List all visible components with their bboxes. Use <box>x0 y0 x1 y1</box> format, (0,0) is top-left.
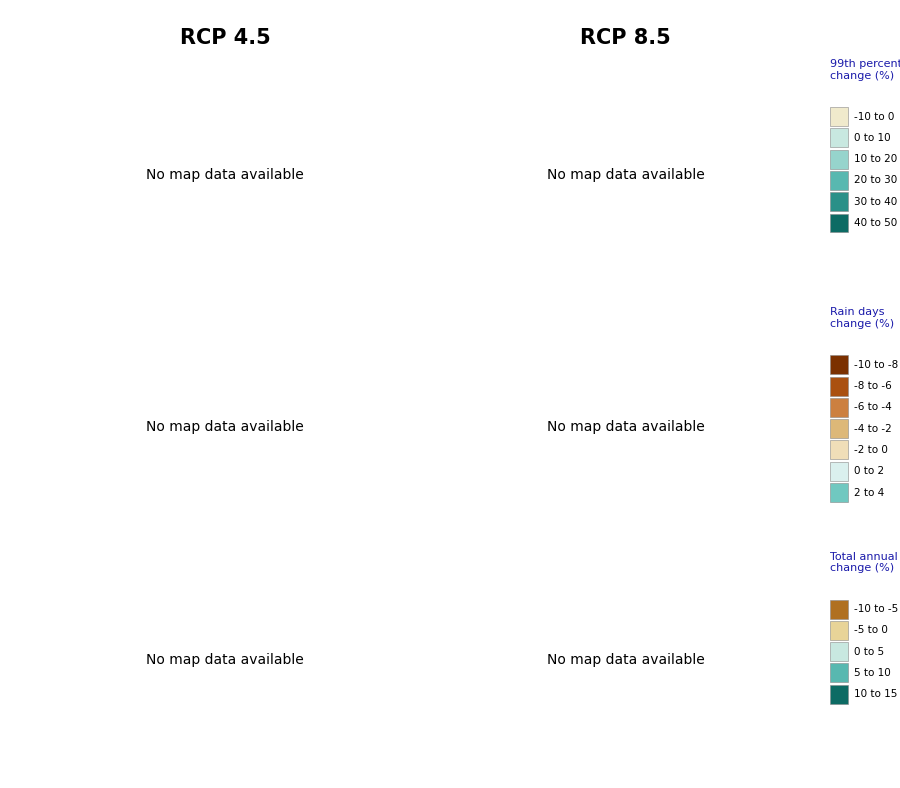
Text: -4 to -2: -4 to -2 <box>854 424 892 433</box>
Text: No map data available: No map data available <box>146 653 304 667</box>
Text: -2 to 0: -2 to 0 <box>854 445 888 455</box>
Text: 20 to 30: 20 to 30 <box>854 176 897 185</box>
Text: No map data available: No map data available <box>546 421 705 434</box>
Text: No map data available: No map data available <box>546 169 705 182</box>
Text: RCP 8.5: RCP 8.5 <box>580 28 670 47</box>
Text: RCP 4.5: RCP 4.5 <box>180 28 270 47</box>
Text: -10 to -8: -10 to -8 <box>854 360 898 370</box>
Text: No map data available: No map data available <box>146 169 304 182</box>
Text: -10 to 0: -10 to 0 <box>854 112 895 121</box>
Text: 5 to 10: 5 to 10 <box>854 668 891 678</box>
Text: 30 to 40: 30 to 40 <box>854 197 897 206</box>
Text: -6 to -4: -6 to -4 <box>854 403 892 412</box>
Text: Rain days
change (%): Rain days change (%) <box>830 307 894 329</box>
Text: 0 to 2: 0 to 2 <box>854 466 884 476</box>
Text: Total annual PPT
change (%): Total annual PPT change (%) <box>830 552 900 573</box>
Text: 10 to 20: 10 to 20 <box>854 154 897 164</box>
Text: 0 to 5: 0 to 5 <box>854 647 884 656</box>
Text: 10 to 15: 10 to 15 <box>854 690 897 699</box>
Text: -10 to -5: -10 to -5 <box>854 604 898 614</box>
Text: 40 to 50: 40 to 50 <box>854 218 897 228</box>
Text: 0 to 10: 0 to 10 <box>854 133 891 143</box>
Text: No map data available: No map data available <box>546 653 705 667</box>
Text: -5 to 0: -5 to 0 <box>854 626 888 635</box>
Text: No map data available: No map data available <box>146 421 304 434</box>
Text: 99th percentile
change (%): 99th percentile change (%) <box>830 59 900 80</box>
Text: -8 to -6: -8 to -6 <box>854 381 892 391</box>
Text: 2 to 4: 2 to 4 <box>854 488 885 497</box>
